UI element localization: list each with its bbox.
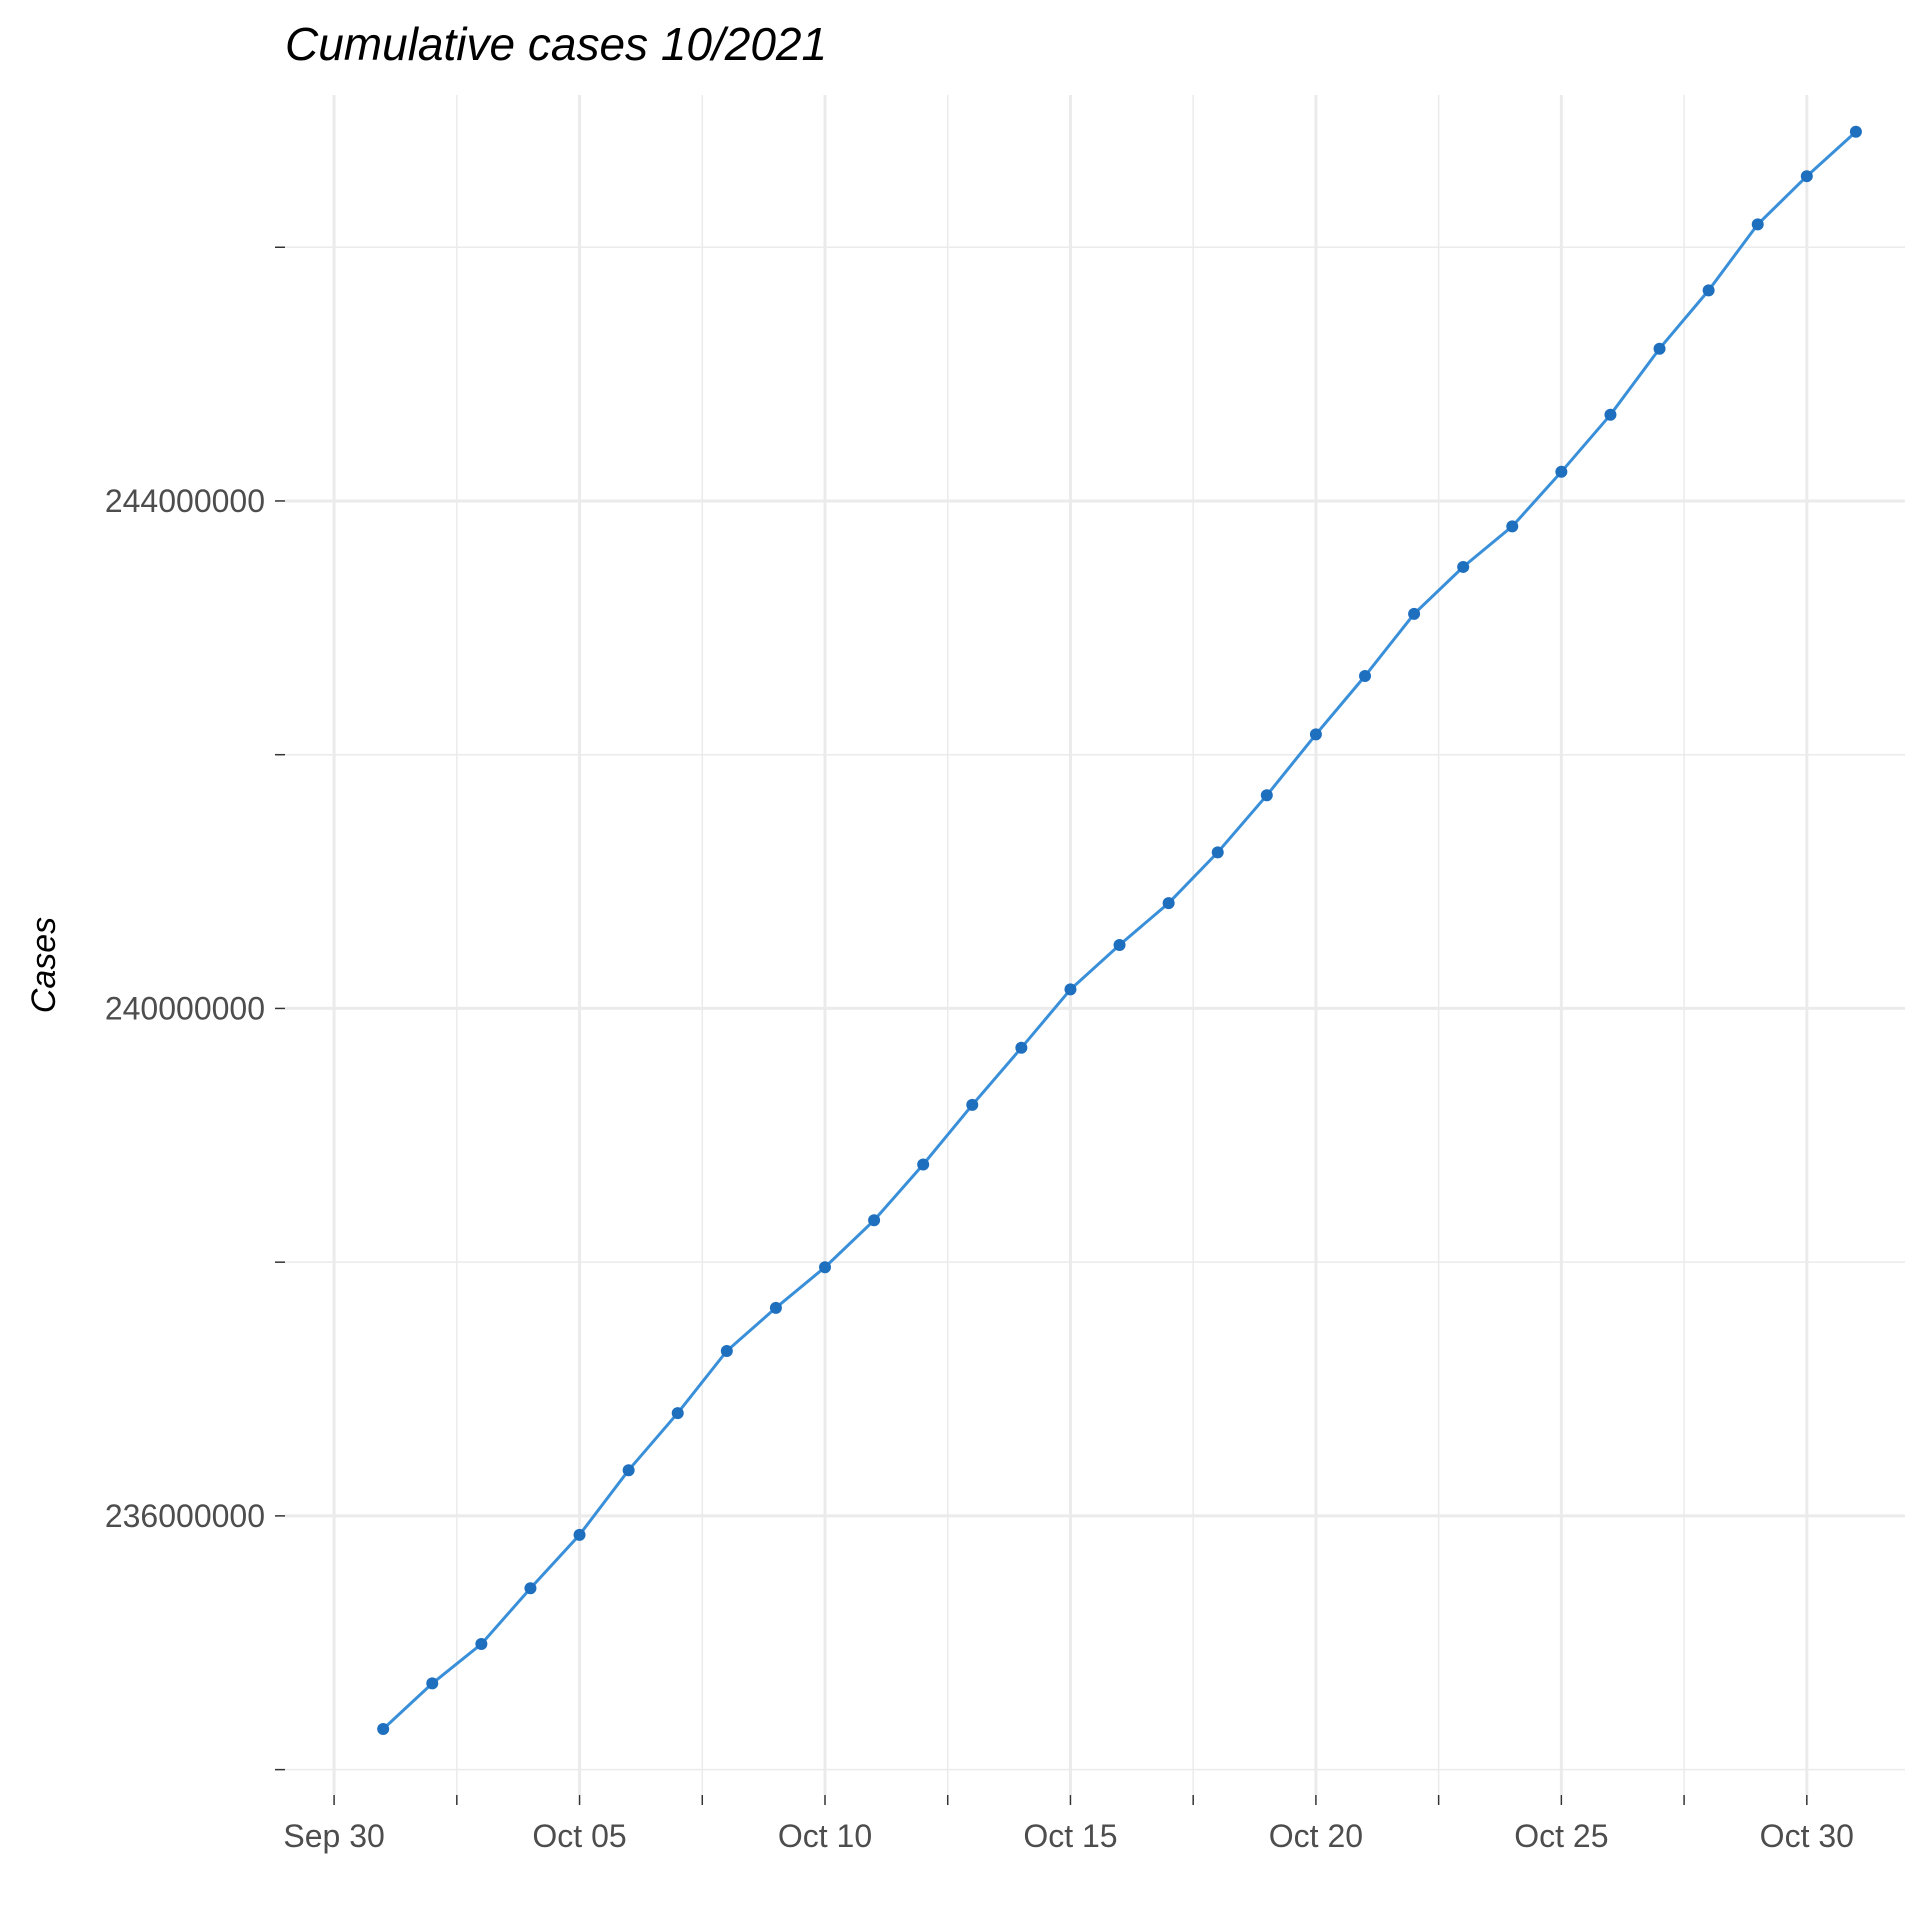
data-point [1506,520,1519,533]
data-point [1260,789,1273,802]
series-line [382,130,1857,1731]
data-point [1604,408,1617,421]
data-point [1309,728,1322,741]
y-tick-label: 240000000 [105,990,265,1026]
data-point [769,1301,782,1314]
data-point [1555,465,1568,478]
x-tick-label: Sep 30 [283,1818,384,1854]
data-point [917,1158,930,1171]
x-tick-label: Oct 25 [1514,1818,1608,1854]
data-point [426,1677,439,1690]
chart-title: Cumulative cases 10/2021 [285,18,827,70]
data-point [1113,939,1126,951]
grid-lines [285,95,1905,1795]
x-tick-label: Oct 15 [1023,1818,1117,1854]
y-axis-tick-labels: 236000000 240000000 244000000 [105,483,265,1534]
data-point [819,1261,831,1274]
data-point [1800,170,1813,183]
x-tick-label: Oct 10 [778,1818,872,1854]
y-tick-label: 236000000 [105,1498,265,1534]
axis-ticks [275,246,1808,1805]
data-point [1359,670,1371,683]
x-tick-label: Oct 30 [1760,1818,1854,1854]
data-point [1702,284,1715,297]
data-point [966,1098,979,1111]
x-tick-label: Oct 05 [532,1818,626,1854]
data-point [1408,607,1421,620]
data-point [671,1407,684,1420]
data-point [1064,983,1077,996]
data-point [1211,846,1224,859]
x-axis-tick-labels: Sep 30 Oct 05 Oct 10 Oct 15 Oct 20 Oct 25 Oct … [283,1818,1854,1854]
data-point [720,1344,733,1357]
data-point [1457,560,1470,573]
data-point [1849,125,1862,138]
y-tick-label: 244000000 [105,483,265,519]
data-point [868,1214,881,1227]
data-point [573,1528,586,1541]
data-points [377,125,1862,1736]
data-point [1162,897,1175,910]
data-point [377,1723,390,1736]
data-point [475,1638,488,1651]
data-point [524,1582,537,1595]
data-point [622,1464,635,1477]
data-point [1015,1041,1028,1054]
y-axis-label: Cases [25,917,63,1013]
x-tick-label: Oct 20 [1269,1818,1363,1854]
data-point [1751,218,1764,231]
data-point [1653,342,1666,355]
